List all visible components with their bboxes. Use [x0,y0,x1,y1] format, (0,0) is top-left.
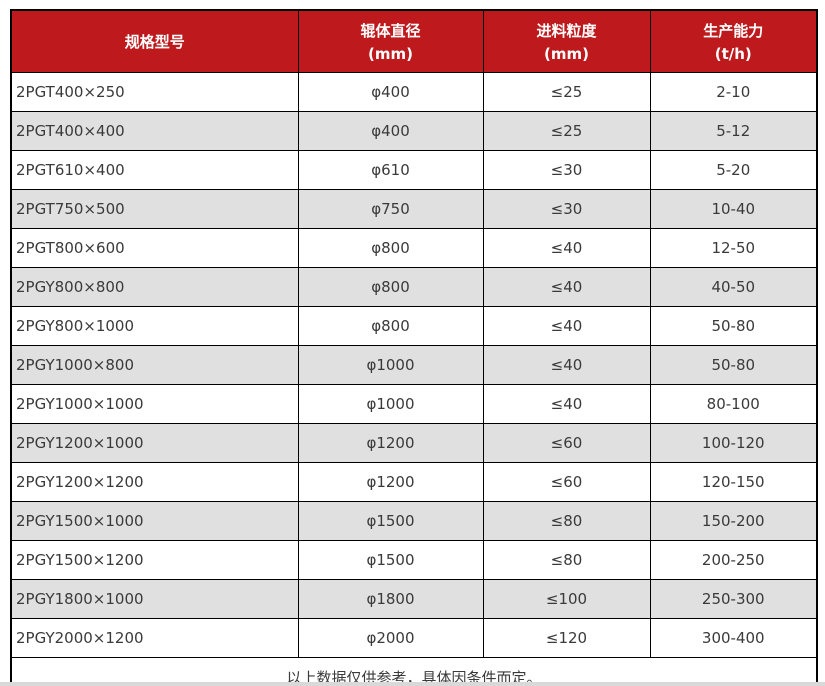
header-cell-model: 规格型号 [10,9,299,73]
feed-size-cell: ≤80 [482,540,651,580]
feed-size-cell: ≤100 [482,579,651,619]
table-body: 2PGT400×250 φ400 ≤25 2-10 2PGT400×400 φ400 ≤25… [10,72,818,658]
capacity-cell: 200-250 [649,540,818,580]
header-cell-capacity: 生产能力 (t/h) [649,9,818,73]
diameter-cell: φ1200 [297,462,484,502]
table-row: 2PGT400×250 φ400 ≤25 2-10 [10,72,818,112]
capacity-cell: 120-150 [649,462,818,502]
capacity-cell: 100-120 [649,423,818,463]
table-row: 2PGT800×600 φ800 ≤40 12-50 [10,228,818,268]
table-row: 2PGT610×400 φ610 ≤30 5-20 [10,150,818,190]
feed-size-cell: ≤60 [482,462,651,502]
model-cell: 2PGT800×600 [10,228,299,268]
header-unit: (mm) [368,44,413,63]
diameter-cell: φ400 [297,72,484,112]
diameter-cell: φ610 [297,150,484,190]
model-cell: 2PGT610×400 [10,150,299,190]
feed-size-cell: ≤40 [482,345,651,385]
model-cell: 2PGY1200×1200 [10,462,299,502]
model-cell: 2PGY1000×800 [10,345,299,385]
feed-size-cell: ≤25 [482,72,651,112]
model-cell: 2PGY1800×1000 [10,579,299,619]
model-cell: 2PGY1000×1000 [10,384,299,424]
capacity-cell: 50-80 [649,306,818,346]
capacity-cell: 50-80 [649,345,818,385]
header-label: 进料粒度 [536,21,597,40]
bottom-strip [0,682,825,686]
diameter-cell: φ800 [297,267,484,307]
capacity-cell: 250-300 [649,579,818,619]
diameter-cell: φ2000 [297,618,484,658]
model-cell: 2PGT750×500 [10,189,299,229]
table-row: 2PGY1000×800 φ1000 ≤40 50-80 [10,345,818,385]
capacity-cell: 5-12 [649,111,818,151]
diameter-cell: φ1200 [297,423,484,463]
table-footer: 以上数据仅供参考，具体因条件而定。 [10,657,818,686]
diameter-cell: φ750 [297,189,484,229]
feed-size-cell: ≤40 [482,306,651,346]
capacity-cell: 10-40 [649,189,818,229]
table-row: 2PGY800×800 φ800 ≤40 40-50 [10,267,818,307]
table-row: 2PGT400×400 φ400 ≤25 5-12 [10,111,818,151]
spec-table: 规格型号 辊体直径 (mm) 进料粒度 (mm) 生产能力 (t/h) 2PGT… [10,9,818,686]
footer-row: 以上数据仅供参考，具体因条件而定。 [10,657,818,686]
feed-size-cell: ≤60 [482,423,651,463]
table-row: 2PGY1200×1200 φ1200 ≤60 120-150 [10,462,818,502]
diameter-cell: φ1500 [297,540,484,580]
capacity-cell: 80-100 [649,384,818,424]
model-cell: 2PGY1500×1000 [10,501,299,541]
model-cell: 2PGY800×800 [10,267,299,307]
diameter-cell: φ1800 [297,579,484,619]
feed-size-cell: ≤30 [482,150,651,190]
feed-size-cell: ≤40 [482,384,651,424]
header-label: 规格型号 [124,32,185,51]
feed-size-cell: ≤25 [482,111,651,151]
header-label: 生产能力 [703,21,764,40]
footnote: 以上数据仅供参考，具体因条件而定。 [10,657,818,686]
diameter-cell: φ800 [297,306,484,346]
capacity-cell: 5-20 [649,150,818,190]
header-unit: (t/h) [714,44,752,63]
header-label: 辊体直径 [360,21,421,40]
table-row: 2PGY1500×1200 φ1500 ≤80 200-250 [10,540,818,580]
feed-size-cell: ≤40 [482,267,651,307]
model-cell: 2PGY1200×1000 [10,423,299,463]
table-row: 2PGY2000×1200 φ2000 ≤120 300-400 [10,618,818,658]
model-cell: 2PGY2000×1200 [10,618,299,658]
header-row: 规格型号 辊体直径 (mm) 进料粒度 (mm) 生产能力 (t/h) [10,9,818,73]
diameter-cell: φ1000 [297,384,484,424]
feed-size-cell: ≤30 [482,189,651,229]
feed-size-cell: ≤80 [482,501,651,541]
diameter-cell: φ1500 [297,501,484,541]
table-row: 2PGY1200×1000 φ1200 ≤60 100-120 [10,423,818,463]
header-cell-feed-size: 进料粒度 (mm) [482,9,651,73]
feed-size-cell: ≤40 [482,228,651,268]
table-row: 2PGY800×1000 φ800 ≤40 50-80 [10,306,818,346]
feed-size-cell: ≤120 [482,618,651,658]
header-cell-diameter: 辊体直径 (mm) [297,9,484,73]
diameter-cell: φ400 [297,111,484,151]
capacity-cell: 12-50 [649,228,818,268]
table-row: 2PGT750×500 φ750 ≤30 10-40 [10,189,818,229]
table-row: 2PGY1500×1000 φ1500 ≤80 150-200 [10,501,818,541]
capacity-cell: 2-10 [649,72,818,112]
model-cell: 2PGT400×250 [10,72,299,112]
table-row: 2PGY1000×1000 φ1000 ≤40 80-100 [10,384,818,424]
table-header: 规格型号 辊体直径 (mm) 进料粒度 (mm) 生产能力 (t/h) [10,9,818,73]
model-cell: 2PGT400×400 [10,111,299,151]
diameter-cell: φ1000 [297,345,484,385]
diameter-cell: φ800 [297,228,484,268]
capacity-cell: 150-200 [649,501,818,541]
header-unit: (mm) [544,44,589,63]
capacity-cell: 40-50 [649,267,818,307]
table-row: 2PGY1800×1000 φ1800 ≤100 250-300 [10,579,818,619]
capacity-cell: 300-400 [649,618,818,658]
model-cell: 2PGY800×1000 [10,306,299,346]
model-cell: 2PGY1500×1200 [10,540,299,580]
